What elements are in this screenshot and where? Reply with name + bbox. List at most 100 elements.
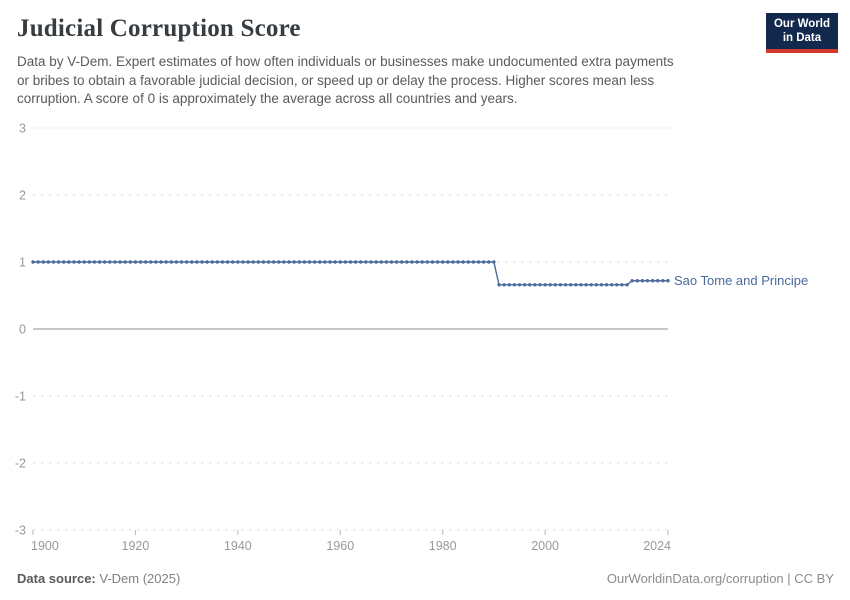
data-point[interactable] (149, 260, 153, 264)
data-point[interactable] (497, 283, 501, 287)
data-point[interactable] (394, 260, 399, 264)
data-point[interactable] (282, 260, 286, 264)
data-point[interactable] (220, 260, 225, 264)
data-point[interactable] (359, 260, 363, 264)
data-point[interactable] (225, 260, 230, 264)
data-point[interactable] (205, 260, 209, 264)
data-point[interactable] (164, 260, 168, 264)
data-point[interactable] (184, 260, 189, 264)
data-point[interactable] (471, 260, 476, 264)
data-point[interactable] (62, 260, 66, 264)
data-point[interactable] (364, 260, 368, 264)
data-point[interactable] (231, 260, 235, 264)
data-point[interactable] (200, 260, 204, 264)
data-point[interactable] (312, 260, 317, 264)
data-point[interactable] (635, 279, 639, 283)
data-point[interactable] (133, 260, 138, 264)
data-point[interactable] (446, 260, 450, 264)
data-point[interactable] (563, 283, 568, 287)
data-point[interactable] (548, 283, 552, 287)
chart-canvas[interactable]: 3 2 1 0 -1 -2 -3 1900 1920 1940 1960 1980 2000 2024 (0, 110, 850, 570)
data-point[interactable] (292, 260, 296, 264)
data-point[interactable] (466, 260, 470, 264)
data-point[interactable] (625, 283, 629, 287)
data-point[interactable] (620, 283, 624, 287)
data-point[interactable] (384, 260, 389, 264)
data-point[interactable] (138, 260, 143, 264)
data-point[interactable] (67, 260, 71, 264)
data-point[interactable] (666, 279, 670, 283)
data-point[interactable] (338, 260, 342, 264)
data-point[interactable] (261, 260, 266, 264)
data-point[interactable] (400, 260, 404, 264)
data-point[interactable] (333, 260, 337, 264)
data-point[interactable] (451, 260, 455, 264)
data-point[interactable] (440, 260, 445, 264)
data-point[interactable] (579, 283, 583, 287)
data-point[interactable] (195, 260, 199, 264)
owid-license-link[interactable]: OurWorldinData.org/corruption | CC BY (606, 571, 834, 586)
data-point[interactable] (246, 260, 250, 264)
data-point[interactable] (302, 260, 307, 264)
data-point[interactable] (271, 260, 276, 264)
data-point[interactable] (108, 260, 112, 264)
data-point[interactable] (251, 260, 255, 264)
data-point[interactable] (72, 260, 76, 264)
data-point[interactable] (318, 260, 322, 264)
data-point[interactable] (348, 260, 353, 264)
data-point[interactable] (128, 260, 132, 264)
data-point[interactable] (615, 283, 619, 287)
data-point[interactable] (481, 260, 486, 264)
data-point[interactable] (174, 260, 179, 264)
data-point[interactable] (307, 260, 312, 264)
data-point[interactable] (517, 283, 522, 287)
data-point[interactable] (36, 260, 40, 264)
data-point[interactable] (656, 279, 660, 283)
data-point[interactable] (630, 279, 634, 283)
data-point[interactable] (538, 283, 542, 287)
data-point[interactable] (604, 283, 609, 287)
data-point[interactable] (256, 260, 261, 264)
data-point[interactable] (169, 260, 173, 264)
data-point[interactable] (374, 260, 378, 264)
data-point[interactable] (113, 260, 117, 264)
data-point[interactable] (215, 260, 220, 264)
data-point[interactable] (323, 260, 327, 264)
data-point[interactable] (487, 260, 491, 264)
data-point[interactable] (589, 283, 593, 287)
data-point[interactable] (369, 260, 373, 264)
data-point[interactable] (31, 260, 35, 264)
data-point[interactable] (46, 260, 51, 264)
data-point[interactable] (77, 260, 81, 264)
data-point[interactable] (405, 260, 409, 264)
data-point[interactable] (661, 279, 665, 283)
data-point[interactable] (82, 260, 86, 264)
data-line[interactable] (33, 261, 668, 286)
owid-logo[interactable]: Our World in Data (765, 13, 838, 53)
data-point[interactable] (415, 260, 419, 264)
data-point[interactable] (476, 260, 481, 264)
data-point[interactable] (645, 279, 650, 283)
data-point[interactable] (435, 260, 440, 264)
data-point[interactable] (277, 260, 281, 264)
data-point[interactable] (553, 283, 558, 287)
data-point[interactable] (328, 260, 332, 264)
data-point[interactable] (558, 283, 563, 287)
data-point[interactable] (512, 283, 517, 287)
data-point[interactable] (650, 279, 655, 283)
data-point[interactable] (241, 260, 245, 264)
data-point[interactable] (640, 279, 645, 283)
data-point[interactable] (574, 283, 578, 287)
data-point[interactable] (461, 260, 465, 264)
data-point[interactable] (92, 260, 97, 264)
data-point[interactable] (533, 283, 537, 287)
data-point[interactable] (594, 283, 599, 287)
data-point[interactable] (118, 260, 122, 264)
data-point[interactable] (143, 260, 148, 264)
data-point[interactable] (609, 283, 614, 287)
data-point[interactable] (522, 283, 527, 287)
data-point[interactable] (123, 260, 127, 264)
data-point[interactable] (569, 283, 573, 287)
data-point[interactable] (410, 260, 414, 264)
data-point[interactable] (507, 283, 511, 287)
